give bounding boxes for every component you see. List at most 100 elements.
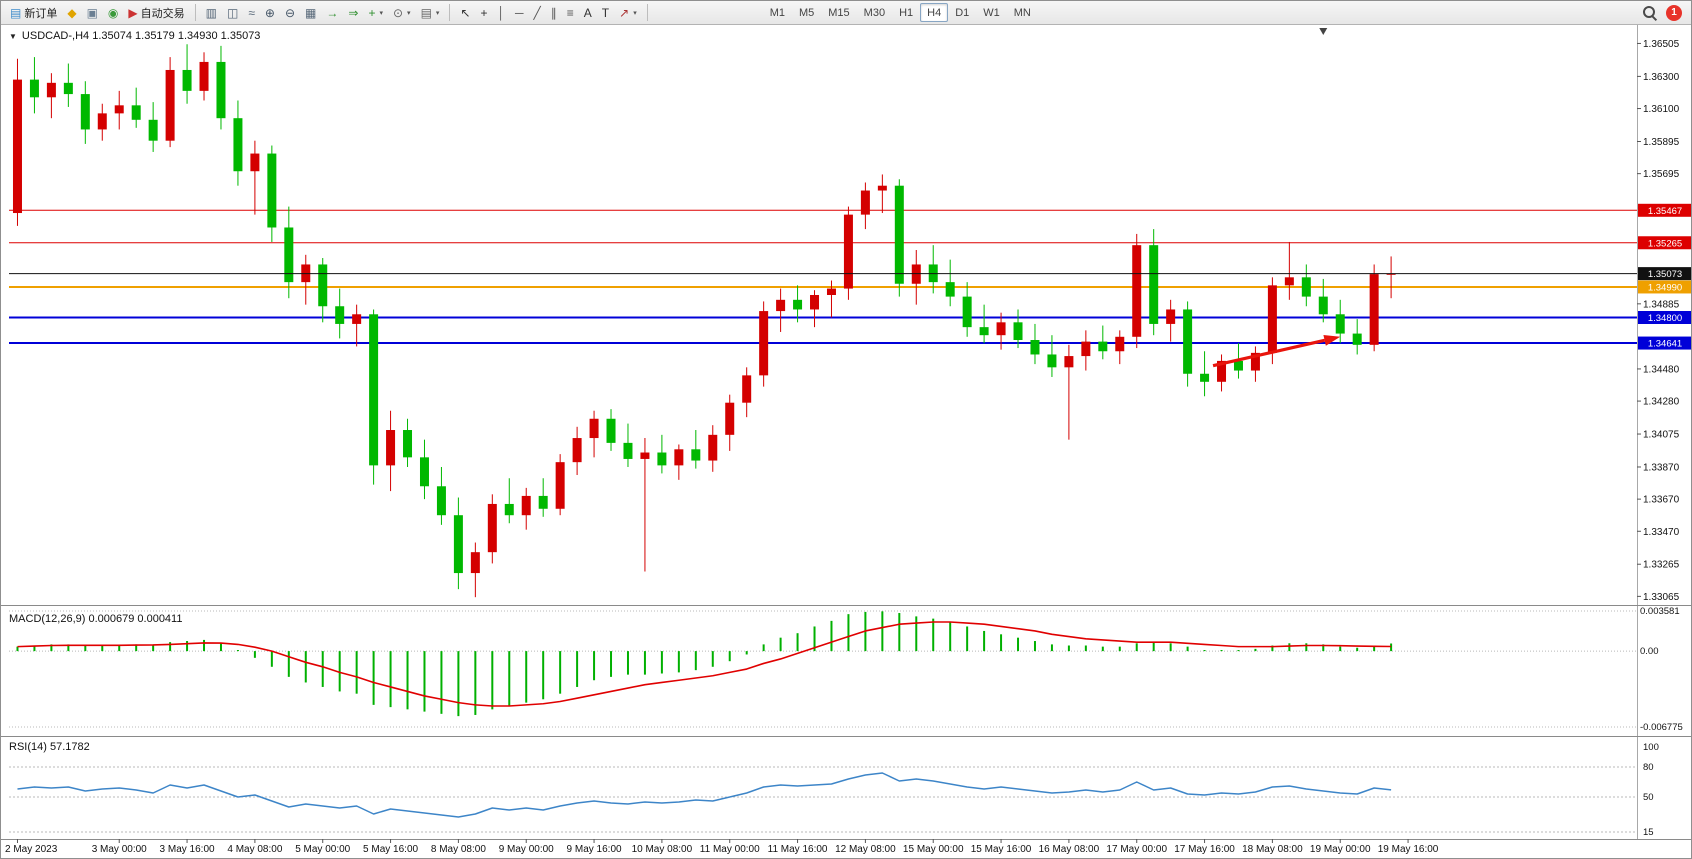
- svg-text:0.003581: 0.003581: [1640, 606, 1680, 617]
- text-button[interactable]: A: [579, 3, 597, 22]
- charts-window-icon: ▣: [86, 5, 98, 20]
- macd-indicator-header: MACD(12,26,9) 0.000679 0.000411: [9, 613, 183, 625]
- svg-text:11 May 16:00: 11 May 16:00: [768, 844, 828, 855]
- toolbar-separator: [449, 4, 451, 21]
- timeframe-m15[interactable]: M15: [828, 6, 850, 19]
- line-chart-button[interactable]: ≈: [243, 3, 260, 22]
- symbol-ohlc-header: ▼ USDCAD-,H4 1.35074 1.35179 1.34930 1.3…: [9, 30, 260, 42]
- svg-text:17 May 00:00: 17 May 00:00: [1106, 844, 1167, 855]
- timeframe-h1[interactable]: H1: [899, 6, 914, 19]
- trendline-button[interactable]: ╱: [529, 3, 546, 22]
- svg-text:3 May 16:00: 3 May 16:00: [160, 844, 215, 855]
- svg-text:1.34990: 1.34990: [1648, 282, 1682, 293]
- candlestick-chart-button[interactable]: ◫: [222, 3, 243, 22]
- navigator-icon: ◉: [107, 5, 119, 20]
- chart-area[interactable]: 1.36505 1.36300 1.36100 1.35895 1.35695 1.348…: [1, 25, 1692, 859]
- svg-text:1.34885: 1.34885: [1643, 299, 1680, 310]
- mql5-icon: ◆: [67, 5, 77, 20]
- auto-scroll-button[interactable]: →: [321, 3, 343, 22]
- autotrading-icon: ▶: [128, 5, 138, 20]
- svg-text:-0.006775: -0.006775: [1640, 722, 1683, 733]
- text-label-button[interactable]: T: [597, 3, 614, 22]
- svg-text:15 May 00:00: 15 May 00:00: [903, 844, 964, 855]
- time-axis[interactable]: 2 May 2023 3 May 00:00 3 May 16:00 4 May 08…: [5, 839, 1439, 855]
- svg-text:9 May 00:00: 9 May 00:00: [499, 844, 554, 855]
- zoom-out-button[interactable]: ⊖: [280, 3, 300, 22]
- svg-text:1.36505: 1.36505: [1643, 39, 1680, 50]
- chevron-down-icon: ▾: [407, 9, 411, 17]
- new-order-button[interactable]: ▤ 新订单: [5, 3, 62, 22]
- trendline-icon: ╱: [533, 5, 541, 20]
- timeframe-d1[interactable]: D1: [955, 6, 970, 19]
- periods-button[interactable]: ⊙ ▾: [388, 3, 416, 22]
- indicators-button[interactable]: + ▾: [363, 3, 388, 22]
- tile-windows-button[interactable]: ▦: [300, 3, 321, 22]
- svg-text:80: 80: [1643, 762, 1654, 773]
- channel-button[interactable]: ∥: [546, 3, 562, 22]
- timeframe-h4[interactable]: H4: [920, 3, 949, 22]
- price-axis[interactable]: 1.36505 1.36300 1.36100 1.35895 1.35695 1.348…: [1637, 39, 1692, 603]
- zoom-in-button[interactable]: ⊕: [260, 3, 280, 22]
- zoom-in-icon: ⊕: [264, 5, 275, 20]
- svg-text:1.35467: 1.35467: [1648, 206, 1682, 217]
- svg-text:1.33265: 1.33265: [1643, 560, 1680, 571]
- svg-text:100: 100: [1643, 742, 1659, 753]
- chart-plot[interactable]: 1.36505 1.36300 1.36100 1.35895 1.35695 1.348…: [1, 25, 1692, 859]
- svg-text:1.34641: 1.34641: [1648, 339, 1682, 350]
- search-icon[interactable]: [1642, 5, 1657, 20]
- mql5-button[interactable]: ◆: [62, 3, 81, 22]
- svg-text:1.35895: 1.35895: [1643, 137, 1680, 148]
- horizontal-line-icon: ─: [515, 5, 524, 20]
- timeframe-w1[interactable]: W1: [983, 6, 1000, 19]
- svg-text:1.34280: 1.34280: [1643, 397, 1680, 408]
- timeframe-mn[interactable]: MN: [1013, 6, 1031, 19]
- svg-text:1.34800: 1.34800: [1648, 313, 1682, 324]
- arrows-button[interactable]: ↗ ▾: [614, 3, 642, 22]
- timeframe-m5[interactable]: M5: [798, 6, 815, 19]
- candlestick-chart-icon: ◫: [226, 5, 239, 20]
- oneclick-trading-collapse-icon[interactable]: ▼: [9, 31, 17, 41]
- periods-icon: ⊙: [392, 5, 404, 20]
- text-icon: A: [583, 5, 592, 20]
- svg-text:3 May 00:00: 3 May 00:00: [92, 844, 147, 855]
- autotrading-button[interactable]: ▶ 自动交易: [123, 3, 189, 22]
- svg-text:1.36100: 1.36100: [1643, 104, 1680, 115]
- toolbar-right-group: 1: [1642, 4, 1687, 21]
- cursor-button[interactable]: ↖: [455, 3, 475, 22]
- navigator-button[interactable]: ◉: [103, 3, 123, 22]
- templates-button[interactable]: ▤ ▾: [416, 3, 445, 22]
- vertical-line-button[interactable]: │: [493, 3, 511, 22]
- chart-shift-marker-icon[interactable]: [1319, 28, 1328, 35]
- timeframe-group: M1 M5 M15 M30 H1 H4 D1 W1 MN: [763, 3, 1038, 22]
- svg-text:11 May 00:00: 11 May 00:00: [700, 844, 760, 855]
- svg-text:15 May 16:00: 15 May 16:00: [971, 844, 1032, 855]
- bar-chart-button[interactable]: ▥: [201, 3, 222, 22]
- fibonacci-button[interactable]: ≡: [562, 3, 579, 22]
- svg-text:16 May 08:00: 16 May 08:00: [1039, 844, 1100, 855]
- svg-text:19 May 00:00: 19 May 00:00: [1310, 844, 1371, 855]
- auto-scroll-icon: →: [326, 5, 339, 20]
- timeframe-m30[interactable]: M30: [863, 6, 886, 19]
- svg-text:9 May 16:00: 9 May 16:00: [567, 844, 622, 855]
- horizontal-line-objects[interactable]: [9, 209, 1637, 345]
- new-order-label: 新订单: [24, 7, 58, 20]
- crosshair-button[interactable]: +: [475, 3, 492, 22]
- notification-badge[interactable]: 1: [1666, 4, 1682, 21]
- svg-text:15: 15: [1643, 827, 1654, 838]
- arrows-icon: ↗: [619, 5, 630, 20]
- svg-text:1.33870: 1.33870: [1643, 462, 1680, 473]
- horizontal-line-button[interactable]: ─: [510, 3, 529, 22]
- chevron-down-icon: ▾: [633, 9, 637, 17]
- bar-chart-icon: ▥: [205, 5, 217, 20]
- chart-shift-button[interactable]: ⇒: [343, 3, 363, 22]
- arrow-annotation[interactable]: [1212, 334, 1341, 368]
- fibonacci-icon: ≡: [566, 5, 574, 20]
- vertical-line-icon: │: [497, 5, 506, 20]
- svg-text:10 May 08:00: 10 May 08:00: [632, 844, 693, 855]
- svg-text:5 May 16:00: 5 May 16:00: [363, 844, 418, 855]
- new-order-icon: ▤: [10, 5, 22, 20]
- candlestick-series: [12, 44, 1396, 598]
- timeframe-m1[interactable]: M1: [769, 6, 785, 19]
- charts-window-button[interactable]: ▣: [82, 3, 103, 22]
